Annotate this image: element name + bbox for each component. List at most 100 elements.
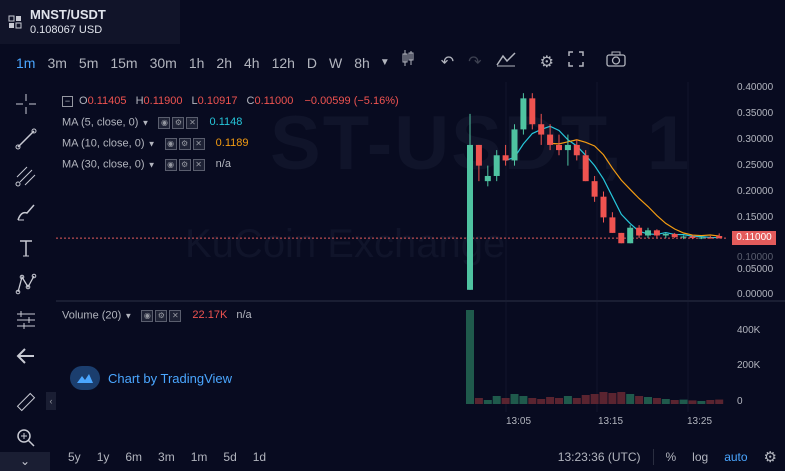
- ma10-value: 0.1189: [215, 137, 249, 150]
- range-3m[interactable]: 3m: [158, 449, 175, 464]
- ohlc-open-label: O: [79, 95, 88, 107]
- gear-icon[interactable]: ⚙: [155, 310, 168, 322]
- candles-icon[interactable]: [394, 46, 422, 80]
- legend-collapse-icon[interactable]: −: [62, 95, 73, 107]
- camera-icon[interactable]: [599, 46, 633, 80]
- trendline-icon[interactable]: [12, 125, 40, 153]
- close-icon[interactable]: ✕: [186, 117, 199, 129]
- close-icon[interactable]: ✕: [169, 310, 182, 322]
- timeframe-w[interactable]: W: [329, 55, 343, 71]
- ma10-label: MA (10, close, 0): [62, 137, 145, 150]
- eye-icon[interactable]: ◉: [164, 159, 177, 171]
- ruler-icon[interactable]: [12, 388, 40, 416]
- text-icon[interactable]: [12, 234, 40, 262]
- gear-icon[interactable]: ⚙: [178, 159, 191, 171]
- indicators-icon[interactable]: [489, 46, 523, 80]
- candle-body: [582, 155, 589, 182]
- gear-icon[interactable]: ⚙: [763, 448, 777, 466]
- candle-body: [493, 155, 500, 176]
- candle-body: [475, 144, 482, 166]
- auto-toggle[interactable]: auto: [724, 449, 748, 464]
- timeframe-15m[interactable]: 15m: [110, 55, 138, 71]
- volume-bar: [635, 396, 644, 404]
- tradingview-text: Chart by TradingView: [108, 370, 233, 386]
- ma30-buttons[interactable]: ◉ ⚙ ✕: [164, 158, 207, 171]
- gear-icon[interactable]: ⚙: [178, 138, 191, 150]
- timeframe-3m[interactable]: 3m: [47, 55, 67, 71]
- range-1d[interactable]: 1d: [252, 449, 267, 464]
- candlestick-chart[interactable]: [56, 82, 728, 440]
- candle-body: [556, 144, 562, 151]
- undo-icon[interactable]: ↶: [440, 54, 455, 71]
- timeframe-4h[interactable]: 4h: [243, 55, 260, 71]
- clock[interactable]: 13:23:36 (UTC): [557, 449, 641, 464]
- candle-body: [627, 227, 634, 244]
- volume-bar: [715, 399, 724, 404]
- zoom-icon[interactable]: [12, 424, 40, 452]
- candle-body: [511, 129, 518, 161]
- arrow-left-icon[interactable]: [12, 342, 40, 370]
- gear-icon[interactable]: ⚙: [172, 117, 185, 129]
- redo-icon[interactable]: ↷: [468, 54, 482, 71]
- close-icon[interactable]: ✕: [192, 159, 205, 171]
- range-6m[interactable]: 6m: [125, 449, 143, 464]
- ma10-line: [550, 139, 720, 237]
- timeframe-12h[interactable]: 12h: [271, 55, 295, 71]
- fib-icon[interactable]: [12, 162, 40, 190]
- volume-legend[interactable]: Volume (20) ▼ ◉ ⚙ ✕ 22.17K n/a: [62, 309, 252, 322]
- ma30-legend[interactable]: MA (30, close, 0) ▼ ◉ ⚙ ✕ n/a: [62, 158, 231, 171]
- candle-body: [671, 233, 678, 238]
- ohlc-low-label: L: [191, 95, 198, 107]
- timeframe-1m[interactable]: 1m: [16, 55, 36, 71]
- candle-body: [573, 144, 580, 156]
- price-tick: 0.10000: [737, 252, 774, 263]
- timeframe-2h[interactable]: 2h: [216, 55, 232, 71]
- ma5-buttons[interactable]: ◉ ⚙ ✕: [158, 116, 200, 129]
- price-scale[interactable]: 0.40000 0.35000 0.30000 0.25000 0.20000 …: [728, 82, 785, 304]
- crosshair-icon[interactable]: [12, 90, 40, 118]
- candle-body: [564, 144, 571, 151]
- eye-icon[interactable]: ◉: [164, 138, 177, 150]
- dropdown-icon[interactable]: ▼: [379, 57, 390, 68]
- range-5d[interactable]: 5d: [223, 449, 237, 464]
- timeframe-30m[interactable]: 30m: [149, 55, 177, 71]
- volume-bar: [483, 400, 492, 404]
- range-1m[interactable]: 1m: [190, 449, 208, 464]
- timeframe-8h[interactable]: 8h: [354, 55, 370, 71]
- candle-body: [520, 98, 527, 130]
- ohlc-low: 0.10917: [197, 95, 238, 107]
- ohlc-high-label: H: [135, 95, 144, 107]
- pattern-icon[interactable]: [12, 270, 40, 298]
- symbol-header[interactable]: MNST/USDT 0.108067 USD: [0, 0, 180, 44]
- timeframe-5m[interactable]: 5m: [78, 55, 99, 71]
- percent-toggle[interactable]: %: [665, 449, 677, 464]
- price-tick: 0.05000: [737, 264, 774, 275]
- log-toggle[interactable]: log: [692, 449, 709, 464]
- ma5-legend[interactable]: MA (5, close, 0) ▼ ◉ ⚙ ✕ 0.1148: [62, 116, 243, 129]
- prediction-icon[interactable]: [12, 306, 40, 334]
- volume-bar: [510, 394, 519, 404]
- volume-bar: [492, 396, 501, 404]
- ma10-buttons[interactable]: ◉ ⚙ ✕: [164, 137, 207, 150]
- expand-toolbar-button[interactable]: ⌄: [0, 452, 50, 471]
- brush-icon[interactable]: [12, 198, 40, 226]
- range-5y[interactable]: 5y: [68, 449, 81, 464]
- tradingview-branding[interactable]: Chart by TradingView: [70, 366, 232, 390]
- candle-body: [636, 227, 643, 236]
- volume-scale[interactable]: 400K 200K 0: [728, 306, 785, 407]
- volume-bar: [501, 398, 510, 404]
- pane-divider[interactable]: [56, 300, 785, 302]
- settings-icon[interactable]: ⚙: [539, 54, 554, 71]
- collapse-toolbar-button[interactable]: ‹: [46, 392, 56, 410]
- timeframe-d[interactable]: D: [306, 55, 318, 71]
- eye-icon[interactable]: ◉: [141, 310, 154, 322]
- eye-icon[interactable]: ◉: [158, 117, 171, 129]
- symbol-grid-icon[interactable]: [0, 0, 30, 44]
- fullscreen-icon[interactable]: [561, 46, 591, 80]
- close-icon[interactable]: ✕: [192, 138, 205, 150]
- ma10-legend[interactable]: MA (10, close, 0) ▼ ◉ ⚙ ✕ 0.1189: [62, 137, 249, 150]
- timeframe-1h[interactable]: 1h: [188, 55, 205, 71]
- volume-bar: [697, 401, 706, 404]
- volume-buttons[interactable]: ◉ ⚙ ✕: [141, 309, 183, 322]
- range-1y[interactable]: 1y: [96, 449, 110, 464]
